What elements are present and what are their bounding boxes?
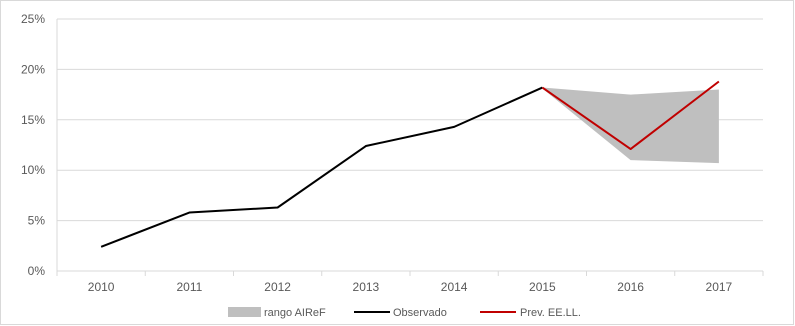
legend-label: rango AIReF: [264, 307, 326, 319]
y-tick-label: 15%: [21, 113, 45, 127]
x-tick-label: 2011: [176, 280, 202, 294]
x-tick-label: 2013: [353, 280, 380, 294]
y-tick-label: 10%: [21, 163, 45, 177]
x-tick-label: 2012: [264, 280, 291, 294]
x-tick-label: 2015: [529, 280, 556, 294]
legend-swatch-band: [228, 307, 261, 317]
range-band-layer: [542, 87, 719, 164]
x-tick-label: 2016: [617, 280, 644, 294]
series-line-observado: [100, 86, 543, 248]
legend-label: Observado: [393, 307, 447, 319]
legend-label: Prev. EE.LL.: [520, 307, 581, 319]
range-band-airef: [542, 87, 719, 164]
x-tick-label: 2010: [88, 280, 115, 294]
y-tick-label: 5%: [28, 214, 46, 228]
y-tick-label: 25%: [21, 12, 45, 26]
y-tick-label: 20%: [21, 62, 45, 76]
axes: 0% 5% 10% 15% 20% 25% 2010 2011 2012 2013 2014 2015…: [21, 12, 764, 294]
legend: rango AIReF Observado Prev. EE.LL.: [228, 307, 581, 319]
series-line-prev-ee-ll: [541, 80, 720, 151]
x-tick-label: 2014: [441, 280, 468, 294]
y-tick-label: 0%: [28, 264, 46, 278]
x-tick-label: 2017: [706, 280, 733, 294]
series-lines: [100, 80, 720, 248]
